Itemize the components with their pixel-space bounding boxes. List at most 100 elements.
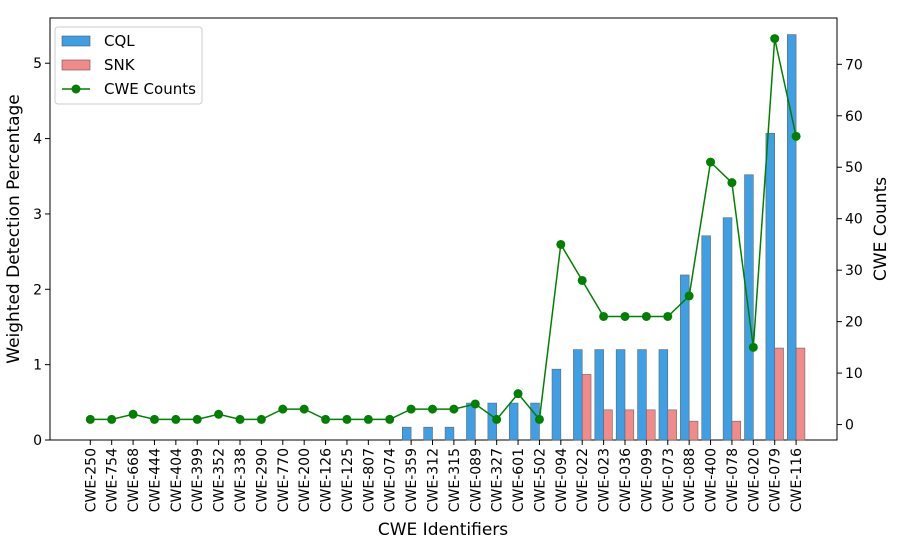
y2-axis-title: CWE Counts	[871, 177, 891, 281]
y2-tick-label-60: 60	[845, 109, 863, 125]
x-tick-label-cwe-404: CWE-404	[169, 448, 185, 512]
bar-cql-cwe-400	[701, 235, 711, 441]
y-tick-label-0: 0	[33, 433, 42, 449]
counts-point-cwe-125	[342, 414, 352, 424]
x-tick-label-cwe-088: CWE-088	[682, 448, 698, 512]
counts-point-cwe-036	[620, 311, 630, 321]
y2-tick-label-30: 30	[845, 263, 863, 279]
y-tick-label-4: 4	[33, 132, 42, 148]
x-tick-label-cwe-089: CWE-089	[468, 448, 484, 512]
counts-point-cwe-022	[577, 275, 587, 285]
y-tick-label-3: 3	[33, 207, 42, 223]
bar-cql-cwe-099	[637, 349, 647, 441]
y-axis-title: Weighted Detection Percentage	[4, 94, 24, 364]
counts-point-cwe-315	[449, 404, 459, 414]
y2-tick-label-50: 50	[845, 160, 863, 176]
bar-cql-cwe-359	[402, 426, 412, 441]
x-tick-label-cwe-601: CWE-601	[511, 448, 527, 512]
x-tick-label-cwe-668: CWE-668	[126, 448, 142, 512]
legend-label-cql: CQL	[104, 32, 135, 50]
bar-snk-cwe-023	[603, 409, 613, 441]
bar-cql-cwe-601	[508, 402, 519, 441]
counts-point-cwe-754	[107, 414, 117, 424]
counts-point-cwe-020	[748, 342, 758, 352]
x-tick-label-cwe-770: CWE-770	[276, 448, 292, 512]
counts-point-cwe-250	[85, 414, 95, 424]
bars-layer	[402, 34, 806, 441]
bar-cql-cwe-023	[594, 349, 604, 441]
x-tick-label-cwe-327: CWE-327	[490, 448, 506, 512]
bar-cql-cwe-094	[551, 368, 562, 441]
counts-point-cwe-099	[641, 311, 651, 321]
bar-cql-cwe-089	[466, 402, 476, 441]
bar-snk-cwe-022	[581, 374, 592, 441]
counts-point-cwe-502	[534, 414, 544, 424]
x-tick-label-cwe-807: CWE-807	[361, 448, 377, 512]
bar-cql-cwe-020	[744, 174, 754, 441]
y2-tick-label-10: 10	[845, 366, 863, 382]
bar-cql-cwe-116	[786, 34, 797, 441]
legend-label-counts: CWE Counts	[104, 80, 196, 98]
counts-point-cwe-770	[278, 404, 288, 414]
bar-snk-cwe-036	[624, 409, 635, 441]
counts-point-cwe-668	[128, 409, 138, 419]
x-tick-label-cwe-099: CWE-099	[639, 448, 655, 512]
y2-tick-label-0: 0	[845, 418, 854, 434]
x-tick-label-cwe-400: CWE-400	[704, 448, 720, 512]
bar-snk-cwe-088	[688, 420, 699, 441]
x-tick-label-cwe-020: CWE-020	[746, 448, 762, 512]
x-tick-label-cwe-352: CWE-352	[212, 448, 228, 512]
bar-snk-cwe-099	[646, 409, 656, 441]
legend-swatch-cql	[61, 35, 91, 47]
y-axis-left: 0 1 2 3 4 5	[33, 56, 50, 449]
counts-line	[90, 38, 797, 422]
x-tick-label-cwe-312: CWE-312	[426, 448, 442, 512]
counts-point-cwe-089	[470, 399, 480, 409]
legend-swatch-snk	[61, 59, 91, 71]
bar-cql-cwe-088	[680, 274, 690, 441]
bar-cql-cwe-078	[722, 217, 733, 441]
counts-point-cwe-094	[556, 239, 566, 249]
x-tick-label-cwe-502: CWE-502	[532, 448, 548, 512]
x-tick-label-cwe-338: CWE-338	[233, 448, 249, 512]
x-tick-label-cwe-399: CWE-399	[190, 448, 206, 512]
counts-point-cwe-312	[428, 404, 438, 414]
counts-point-cwe-023	[599, 311, 609, 321]
x-tick-label-cwe-023: CWE-023	[597, 448, 613, 512]
x-tick-label-cwe-250: CWE-250	[83, 448, 99, 512]
y2-tick-label-40: 40	[845, 212, 863, 228]
counts-point-cwe-088	[684, 291, 694, 301]
x-tick-label-cwe-079: CWE-079	[768, 448, 784, 512]
counts-point-cwe-116	[791, 131, 801, 141]
x-tick-label-cwe-754: CWE-754	[105, 448, 121, 512]
bar-snk-cwe-116	[795, 347, 806, 441]
counts-point-cwe-404	[171, 414, 181, 424]
bar-snk-cwe-073	[667, 409, 677, 441]
x-tick-label-cwe-074: CWE-074	[383, 448, 399, 512]
counts-point-cwe-074	[385, 414, 395, 424]
counts-point-cwe-338	[235, 414, 245, 424]
counts-point-cwe-290	[256, 414, 266, 424]
x-tick-label-cwe-073: CWE-073	[661, 448, 677, 512]
y2-tick-label-70: 70	[845, 57, 863, 73]
legend-swatch-counts-marker	[71, 84, 81, 94]
x-tick-label-cwe-444: CWE-444	[148, 448, 164, 512]
x-axis-title: CWE Identifiers	[378, 520, 508, 540]
x-tick-label-cwe-200: CWE-200	[297, 448, 313, 512]
counts-point-cwe-399	[192, 414, 202, 424]
x-tick-label-cwe-036: CWE-036	[618, 448, 634, 512]
counts-point-cwe-126	[321, 414, 331, 424]
counts-point-cwe-079	[770, 34, 780, 44]
counts-point-cwe-601	[513, 389, 523, 399]
bar-cql-cwe-079	[765, 132, 776, 441]
counts-point-cwe-400	[706, 157, 716, 167]
y-tick-label-1: 1	[33, 358, 42, 374]
x-tick-label-cwe-022: CWE-022	[575, 448, 591, 512]
legend: CQL SNK CWE Counts	[54, 26, 203, 105]
counts-point-cwe-359	[406, 404, 416, 414]
bar-cql-cwe-073	[658, 349, 669, 441]
x-tick-label-cwe-126: CWE-126	[319, 448, 335, 512]
counts-point-cwe-200	[299, 404, 309, 414]
x-tick-label-cwe-359: CWE-359	[404, 448, 420, 512]
